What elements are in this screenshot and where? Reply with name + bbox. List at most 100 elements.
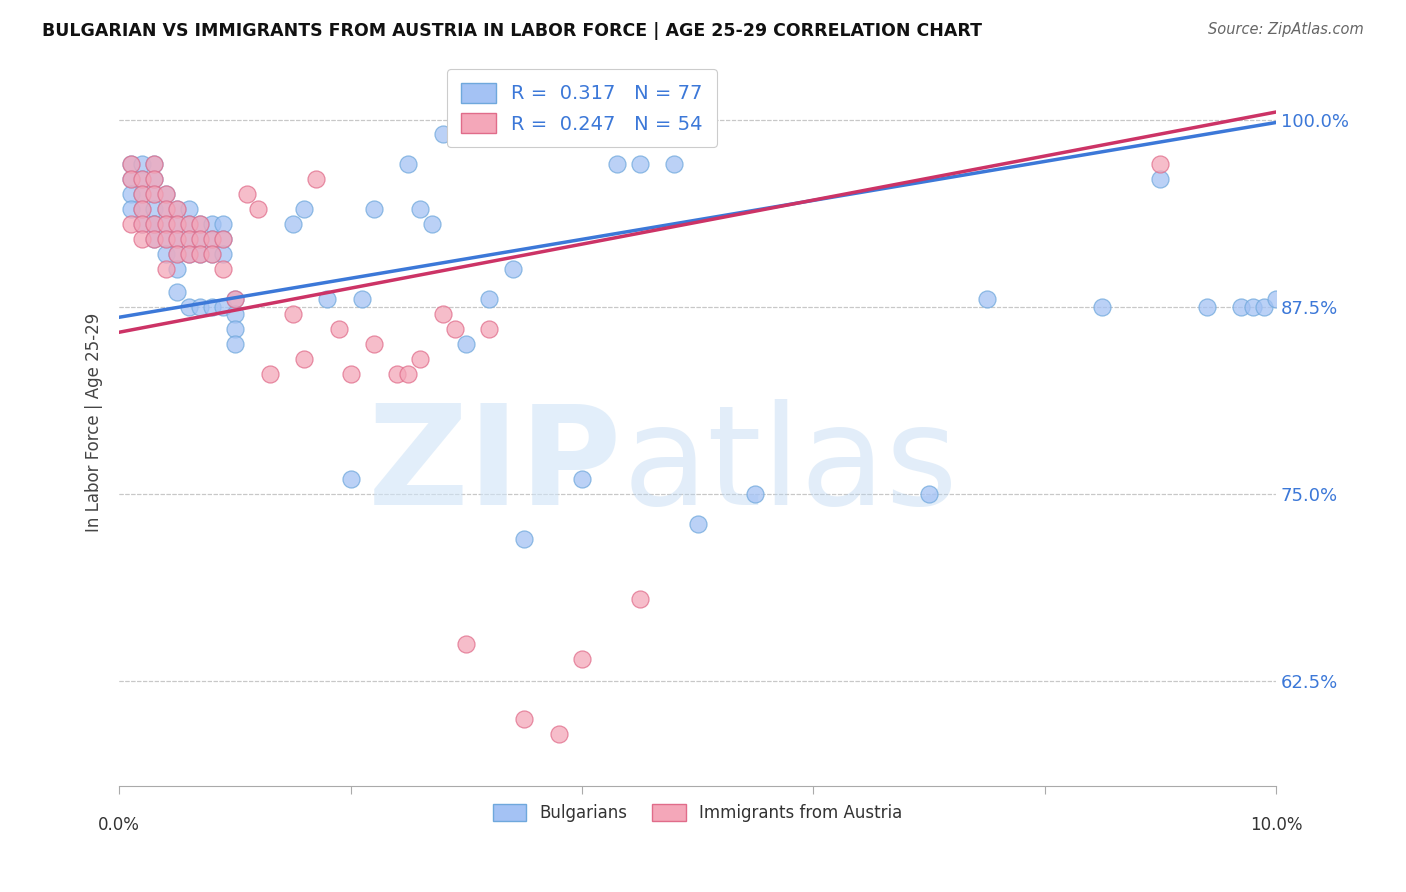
Point bbox=[201, 232, 224, 246]
Point bbox=[166, 285, 188, 299]
Point bbox=[212, 247, 235, 261]
Point bbox=[155, 202, 177, 217]
Point bbox=[201, 247, 224, 261]
Point bbox=[201, 232, 224, 246]
Point bbox=[432, 128, 454, 142]
Point bbox=[571, 652, 593, 666]
Point bbox=[155, 187, 177, 202]
Point bbox=[143, 157, 166, 171]
Point bbox=[363, 337, 385, 351]
Point bbox=[155, 262, 177, 277]
Point bbox=[224, 292, 246, 306]
Point bbox=[177, 218, 200, 232]
Point bbox=[420, 218, 443, 232]
Point bbox=[177, 218, 200, 232]
Point bbox=[166, 218, 188, 232]
Point bbox=[686, 516, 709, 531]
Point bbox=[247, 202, 270, 217]
Point bbox=[143, 202, 166, 217]
Point bbox=[1091, 300, 1114, 314]
Point bbox=[212, 300, 235, 314]
Point bbox=[744, 487, 766, 501]
Text: ZIP: ZIP bbox=[368, 399, 623, 534]
Point bbox=[352, 292, 374, 306]
Point bbox=[188, 232, 211, 246]
Point bbox=[155, 218, 177, 232]
Point bbox=[292, 202, 315, 217]
Point bbox=[456, 637, 478, 651]
Point bbox=[224, 307, 246, 321]
Point bbox=[328, 322, 350, 336]
Point bbox=[385, 367, 408, 381]
Point bbox=[1230, 300, 1253, 314]
Point bbox=[188, 232, 211, 246]
Point bbox=[143, 187, 166, 202]
Point bbox=[409, 352, 432, 367]
Point bbox=[155, 247, 177, 261]
Point bbox=[143, 157, 166, 171]
Point bbox=[188, 247, 211, 261]
Point bbox=[235, 187, 257, 202]
Point bbox=[398, 157, 420, 171]
Point bbox=[166, 218, 188, 232]
Point bbox=[131, 218, 153, 232]
Point bbox=[976, 292, 998, 306]
Point bbox=[143, 232, 166, 246]
Y-axis label: In Labor Force | Age 25-29: In Labor Force | Age 25-29 bbox=[86, 313, 103, 533]
Point bbox=[177, 232, 200, 246]
Point bbox=[478, 322, 501, 336]
Point bbox=[432, 307, 454, 321]
Point bbox=[120, 157, 142, 171]
Point bbox=[224, 292, 246, 306]
Point bbox=[224, 322, 246, 336]
Point bbox=[201, 218, 224, 232]
Point bbox=[1149, 157, 1171, 171]
Point bbox=[316, 292, 339, 306]
Point bbox=[188, 247, 211, 261]
Point bbox=[120, 172, 142, 186]
Point bbox=[177, 202, 200, 217]
Text: BULGARIAN VS IMMIGRANTS FROM AUSTRIA IN LABOR FORCE | AGE 25-29 CORRELATION CHAR: BULGARIAN VS IMMIGRANTS FROM AUSTRIA IN … bbox=[42, 22, 983, 40]
Point bbox=[177, 247, 200, 261]
Point bbox=[188, 218, 211, 232]
Point bbox=[1241, 300, 1264, 314]
Point bbox=[177, 300, 200, 314]
Point bbox=[547, 726, 569, 740]
Point bbox=[212, 218, 235, 232]
Point bbox=[281, 218, 304, 232]
Point bbox=[155, 218, 177, 232]
Point bbox=[131, 218, 153, 232]
Point bbox=[212, 232, 235, 246]
Point bbox=[166, 202, 188, 217]
Point bbox=[606, 157, 628, 171]
Point bbox=[502, 262, 524, 277]
Point bbox=[143, 218, 166, 232]
Point bbox=[131, 157, 153, 171]
Point bbox=[143, 172, 166, 186]
Point bbox=[120, 218, 142, 232]
Legend: Bulgarians, Immigrants from Austria: Bulgarians, Immigrants from Austria bbox=[486, 797, 910, 829]
Point bbox=[1265, 292, 1288, 306]
Point bbox=[409, 202, 432, 217]
Point bbox=[155, 187, 177, 202]
Point bbox=[188, 300, 211, 314]
Point bbox=[120, 187, 142, 202]
Point bbox=[143, 187, 166, 202]
Point bbox=[398, 367, 420, 381]
Point bbox=[166, 202, 188, 217]
Point bbox=[664, 157, 686, 171]
Point bbox=[155, 202, 177, 217]
Point bbox=[120, 157, 142, 171]
Point bbox=[1253, 300, 1275, 314]
Point bbox=[281, 307, 304, 321]
Point bbox=[166, 262, 188, 277]
Point bbox=[292, 352, 315, 367]
Point bbox=[177, 247, 200, 261]
Point bbox=[628, 591, 651, 606]
Point bbox=[201, 300, 224, 314]
Point bbox=[478, 292, 501, 306]
Point bbox=[513, 532, 536, 546]
Point bbox=[131, 172, 153, 186]
Point bbox=[166, 247, 188, 261]
Point bbox=[571, 472, 593, 486]
